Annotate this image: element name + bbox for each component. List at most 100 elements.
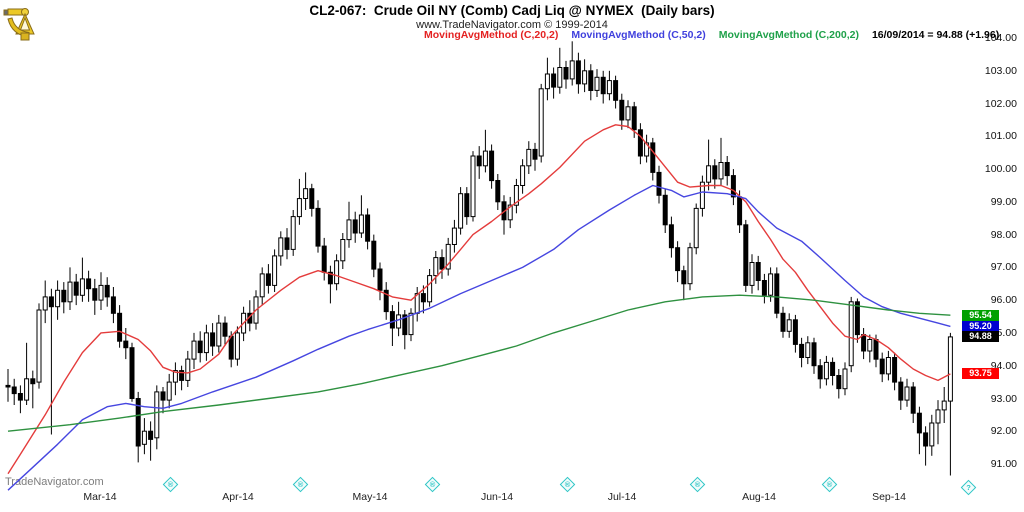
month-label: Apr-14	[222, 491, 254, 503]
candle-body-up	[786, 319, 792, 332]
candle-body-down	[619, 99, 625, 121]
candle-body-down	[179, 370, 185, 381]
candle-body-down	[836, 375, 842, 390]
candle-body-down	[811, 342, 817, 367]
candle-body-down	[551, 73, 557, 88]
candle-body-up	[929, 422, 935, 447]
candle-body-up	[172, 370, 178, 383]
candle-body-up	[687, 247, 693, 285]
candle-body-up	[55, 289, 61, 308]
candle-body-down	[228, 335, 234, 360]
candle-body-up	[396, 314, 402, 329]
candle-body-up	[935, 409, 941, 424]
candle-body-down	[563, 67, 569, 80]
candle-body-down	[780, 312, 786, 332]
candle-body-up	[216, 322, 222, 347]
marker-glyph: ®	[826, 479, 832, 489]
chart-subtitle: www.TradeNavigator.com © 1999-2014	[416, 19, 608, 31]
candle-body-down	[315, 207, 321, 247]
candle-body-up	[259, 273, 265, 298]
month-label: Sep-14	[872, 491, 906, 503]
y-axis-label: 100.00	[984, 163, 1017, 176]
candle-body-up	[154, 391, 160, 439]
candle-body-up	[904, 386, 910, 401]
candle-body-down	[489, 150, 495, 182]
candle-body-down	[11, 386, 17, 395]
candle-body-up	[303, 188, 309, 199]
candle-body-down	[532, 148, 538, 160]
candle-body-down	[631, 106, 637, 131]
candle-body-down	[86, 278, 92, 290]
candle-body-down	[830, 361, 836, 376]
candle-body-down	[30, 378, 36, 385]
y-axis-label: 104.00	[984, 32, 1017, 44]
candle-body-down	[923, 432, 929, 447]
y-axis-label: 98.00	[990, 228, 1017, 241]
candle-body-up	[768, 273, 774, 296]
candle-body-down	[389, 311, 395, 329]
candle-body-down	[327, 271, 333, 285]
candle-body-down	[365, 214, 371, 242]
legend-item[interactable]: MovingAvgMethod (C,50,2)	[571, 29, 706, 41]
candle-body-up	[191, 340, 197, 360]
candle-body-up	[458, 193, 464, 229]
candle-body-up	[427, 275, 433, 303]
last-quote-label: 16/09/2014 = 94.88 (+1.96)	[871, 29, 1000, 41]
candle-body-down	[160, 391, 166, 401]
legend-item[interactable]: MovingAvgMethod (C,200,2)	[718, 29, 859, 41]
marker-glyph: ?	[965, 482, 971, 492]
candle-body-down	[129, 347, 135, 400]
candle-body-up	[557, 67, 563, 88]
candle-body-down	[5, 384, 11, 388]
y-axis-label: 96.00	[990, 294, 1017, 307]
y-axis-label: 99.00	[990, 195, 1017, 208]
candle-body-down	[774, 273, 780, 314]
candle-body-down	[61, 289, 67, 303]
candle-body-down	[799, 343, 805, 358]
price-tag: 94.88	[962, 331, 999, 343]
candle-body-up	[272, 255, 278, 286]
marker-glyph: ®	[564, 479, 570, 489]
candle-body-down	[476, 155, 482, 167]
candle-body-down	[681, 270, 687, 285]
candle-body-down	[737, 196, 743, 226]
legend-item[interactable]: MovingAvgMethod (C,20,2)	[424, 29, 559, 41]
candle-body-up	[334, 260, 340, 285]
candle-body-down	[755, 262, 761, 281]
candle-body-down	[650, 142, 656, 173]
candle-body-down	[110, 296, 116, 314]
watermark: TradeNavigator.com	[5, 476, 104, 488]
candle-body-up	[749, 262, 755, 286]
month-label: Jul-14	[607, 491, 637, 503]
candle-body-down	[792, 319, 798, 345]
price-tag: 95.20	[962, 320, 999, 332]
candle-body-down	[73, 281, 79, 296]
candle-body-up	[79, 278, 85, 296]
candle-body-up	[941, 400, 947, 411]
candle-body-up	[544, 73, 550, 90]
ma-line-1	[7, 184, 951, 491]
candle-body-down	[148, 430, 154, 440]
candle-body-up	[507, 204, 513, 221]
candle-body-up	[278, 237, 284, 257]
candle-body-down	[321, 245, 327, 273]
candle-body-down	[600, 76, 606, 95]
candle-body-down	[17, 393, 23, 401]
candle-body-down	[873, 339, 879, 360]
y-axis-label: 93.00	[990, 392, 1017, 405]
candle-body-up	[445, 243, 451, 270]
candle-body-up	[98, 284, 104, 301]
marker-glyph: ®	[167, 479, 173, 489]
candle-body-up	[358, 214, 364, 234]
candle-body-up	[823, 361, 829, 380]
candle-body-down	[892, 357, 898, 383]
candle-body-down	[420, 293, 426, 303]
candle-body-up	[569, 60, 575, 80]
candle-body-up	[36, 309, 42, 383]
candle-body-down	[712, 165, 718, 180]
ma-line-2	[7, 294, 951, 432]
candle-body-up	[867, 339, 873, 352]
candle-body-up	[482, 150, 488, 167]
candle-body-up	[470, 155, 476, 218]
